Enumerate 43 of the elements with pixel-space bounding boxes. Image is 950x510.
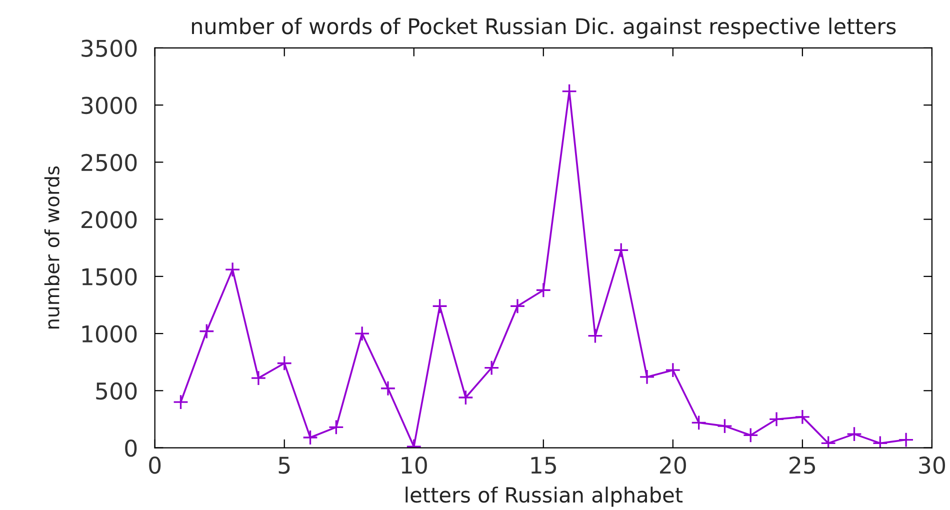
point: [302, 430, 318, 446]
point: [250, 370, 266, 386]
x-tick-label: 5: [278, 456, 290, 474]
y-tick-label: 1500: [82, 268, 137, 286]
point: [691, 414, 707, 430]
x-tick-label: 0: [149, 456, 161, 474]
point: [380, 380, 396, 396]
point: [536, 282, 552, 298]
y-tick-label: 2000: [82, 211, 137, 228]
y-tick-label: 0: [125, 439, 137, 457]
point: [510, 298, 526, 314]
chart-title: number of words of Pocket Russian Dic. against respective letters: [192, 18, 896, 39]
y-tick-label: 2500: [82, 154, 137, 172]
y-axis-title: number of words: [44, 166, 60, 329]
y-tick-label: 3000: [82, 96, 137, 114]
point: [794, 409, 810, 425]
y-tick-label: 3500: [82, 40, 137, 57]
point: [198, 323, 214, 340]
point: [613, 242, 629, 258]
point: [846, 426, 862, 442]
x-tick-label: 20: [660, 456, 686, 474]
point: [587, 328, 603, 344]
x-axis-title: letters of Russian alphabet: [406, 486, 683, 507]
point: [432, 298, 448, 314]
y-tick-label: 500: [96, 382, 137, 400]
point: [484, 360, 500, 376]
point: [276, 355, 292, 372]
point: [458, 390, 474, 406]
y-tick-label: 1000: [82, 325, 137, 343]
point: [898, 432, 914, 448]
x-tick-label: 25: [790, 456, 816, 474]
x-tick-label: 30: [919, 456, 946, 474]
point: [716, 418, 733, 434]
point: [328, 419, 344, 435]
point: [768, 411, 784, 427]
point: [742, 427, 758, 443]
point: [224, 262, 240, 278]
x-tick-label: 10: [402, 456, 427, 474]
point: [639, 369, 655, 385]
x-tick-label: 15: [531, 456, 556, 474]
point: [354, 326, 370, 342]
point: [172, 394, 189, 410]
point: [665, 362, 681, 378]
